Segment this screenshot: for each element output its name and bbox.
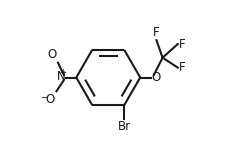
Text: −: − [41,93,49,104]
Text: F: F [178,38,184,51]
Text: O: O [151,71,160,84]
Text: O: O [47,48,56,61]
Text: +: + [59,68,66,77]
Text: F: F [152,26,159,39]
Text: N: N [57,70,66,83]
Text: F: F [178,61,184,74]
Text: Br: Br [117,120,130,133]
Text: O: O [46,93,55,106]
